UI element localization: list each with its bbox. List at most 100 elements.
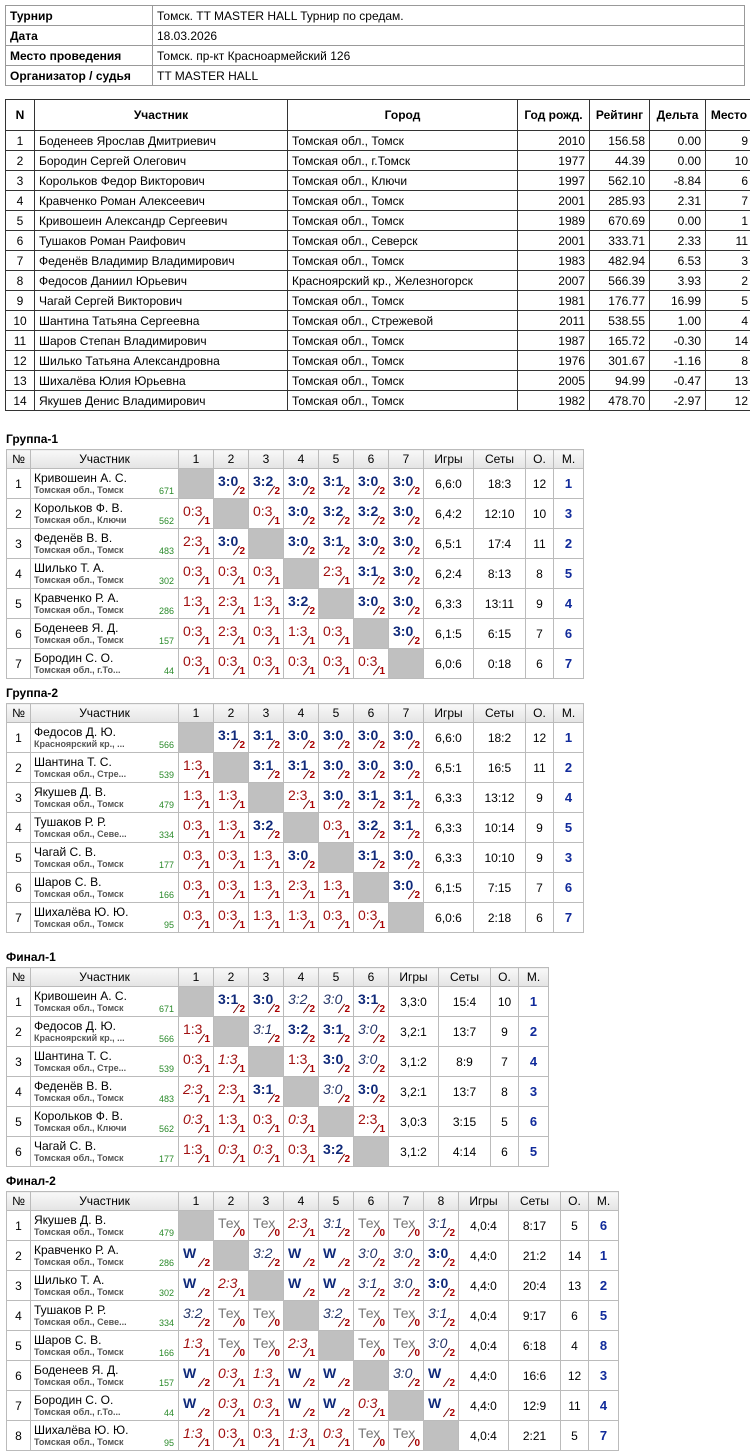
score: Тех <box>358 1335 381 1351</box>
place: 8 <box>588 1330 619 1361</box>
column-header: Сеты <box>473 449 526 469</box>
match-points: 2 <box>274 1258 280 1269</box>
place: 1 <box>553 468 584 499</box>
games: 6,1:5 <box>423 872 474 903</box>
match-points: 2 <box>344 1228 350 1239</box>
diagonal-cell <box>283 1076 319 1107</box>
player-rating: 562 <box>158 1124 174 1134</box>
score: 3:0 <box>393 757 414 773</box>
score: 0:3 <box>253 653 273 669</box>
result-cell: 1:3 1 <box>213 782 249 813</box>
result-cell: 3:0 2 <box>423 1270 459 1301</box>
sets: 12:10 <box>473 498 526 529</box>
match-points: 0 <box>414 1438 420 1449</box>
player-city: Томская обл., Томск <box>34 1002 124 1013</box>
match-points: 2 <box>309 546 315 557</box>
score: 3:0 <box>428 1335 448 1351</box>
result-cell: 0:3 1 <box>248 1420 284 1451</box>
player-name: Кривошеин А. С. <box>34 470 127 485</box>
diagonal-cell <box>388 902 424 933</box>
diagonal-cell <box>213 1016 249 1047</box>
result-cell: 1:3 1 <box>213 1046 249 1077</box>
sets: 0:18 <box>473 648 526 679</box>
participant-row: 7 Феденёв Владимир Владимирович Томская об… <box>5 250 750 271</box>
cell: 4 <box>705 310 750 331</box>
match-points: 2 <box>274 740 280 751</box>
cell: 6.53 <box>649 250 706 271</box>
match-points: 2 <box>309 1378 315 1389</box>
sets: 17:4 <box>473 528 526 559</box>
column-header: Участник <box>30 967 179 987</box>
score: 3:0 <box>393 727 414 743</box>
cell: 1982 <box>517 390 590 411</box>
player-row: 6 Шаров С. В. Томская обл., Томск 166 0:3 1 0:… <box>6 872 584 903</box>
column-header: 8 <box>423 1191 459 1211</box>
group-table: № Участник 1 2 3 4 5 6 Игры Сеты О. М. 1 Кривошеин А.… <box>6 967 549 1167</box>
score: 0:3 <box>253 1141 273 1157</box>
match-points: 2 <box>379 606 385 617</box>
player-name: Федосов Д. Ю. <box>34 1018 116 1033</box>
score: W <box>183 1275 197 1291</box>
sets: 10:14 <box>473 812 526 843</box>
place: 1 <box>553 722 584 753</box>
player-name: Феденёв В. В. <box>34 530 113 545</box>
score: Тех <box>253 1305 276 1321</box>
result-cell: 1:3 1 <box>248 1360 284 1391</box>
row-number: 4 <box>6 558 31 589</box>
player-name: Бородин С. О. <box>34 1392 114 1407</box>
match-points: 1 <box>204 770 210 781</box>
column-header: Участник <box>30 703 179 723</box>
sets: 13:11 <box>473 588 526 619</box>
player-cell: Боденеев Я. Д. Томская обл., Томск 157 <box>30 1360 179 1391</box>
match-points: 2 <box>204 1258 210 1269</box>
cell: Томская обл., Томск <box>287 210 518 231</box>
player-cell: Тушаков Р. Р. Томская обл., Севе... 334 <box>30 812 179 843</box>
result-cell: 3:1 2 <box>318 528 354 559</box>
score: 3:0 <box>358 757 379 773</box>
result-cell: 3:0 2 <box>353 588 389 619</box>
score: 3:0 <box>393 593 414 609</box>
match-points: 1 <box>274 1408 280 1419</box>
score: 0:3 <box>183 907 203 923</box>
row-number: 5 <box>6 588 31 619</box>
cell: Боденеев Ярослав Дмитриевич <box>34 130 288 151</box>
match-points: 1 <box>239 1288 245 1299</box>
score: 2:3 <box>218 1081 238 1097</box>
match-points: 2 <box>274 1004 280 1015</box>
match-points: 1 <box>344 576 350 587</box>
result-cell: 1:3 1 <box>178 1016 214 1047</box>
match-points: 1 <box>239 576 245 587</box>
player-city: Томская обл., Томск <box>34 918 124 929</box>
diagonal-cell <box>318 588 354 619</box>
column-header: 6 <box>353 449 389 469</box>
score: 1:3 <box>183 757 203 773</box>
score: 1:3 <box>253 907 273 923</box>
match-points: 1 <box>274 666 280 677</box>
cell: 538.55 <box>589 310 650 331</box>
sets: 18:3 <box>473 468 526 499</box>
diagonal-cell <box>388 1390 424 1421</box>
player-row: 6 Боденеев Я. Д. Томская обл., Томск 157 W 2 0… <box>6 1360 619 1391</box>
player-cell: Бородин С. О. Томская обл., г.То... 44 <box>30 1390 179 1421</box>
score: 3:2 <box>323 1305 343 1321</box>
cell: Бородин Сергей Олегович <box>34 150 288 171</box>
score: 1:3 <box>218 1051 238 1067</box>
points: 6 <box>490 1136 519 1167</box>
result-cell: 3:0 2 <box>283 722 319 753</box>
cell: 1976 <box>517 350 590 371</box>
score: 3:0 <box>288 727 309 743</box>
cell: 10 <box>5 310 35 331</box>
player-name: Боденеев Я. Д. <box>34 620 119 635</box>
score: Тех <box>253 1335 276 1351</box>
match-points: 2 <box>379 830 385 841</box>
player-cell: Феденёв В. В. Томская обл., Томск 483 <box>30 1076 179 1107</box>
player-cell: Шихалёва Ю. Ю. Томская обл., Томск 95 <box>30 902 179 933</box>
match-points: 2 <box>274 1034 280 1045</box>
match-points: 1 <box>274 920 280 931</box>
column-header: 3 <box>248 1191 284 1211</box>
cell: 9 <box>5 290 35 311</box>
result-cell: Тех 0 <box>353 1300 389 1331</box>
